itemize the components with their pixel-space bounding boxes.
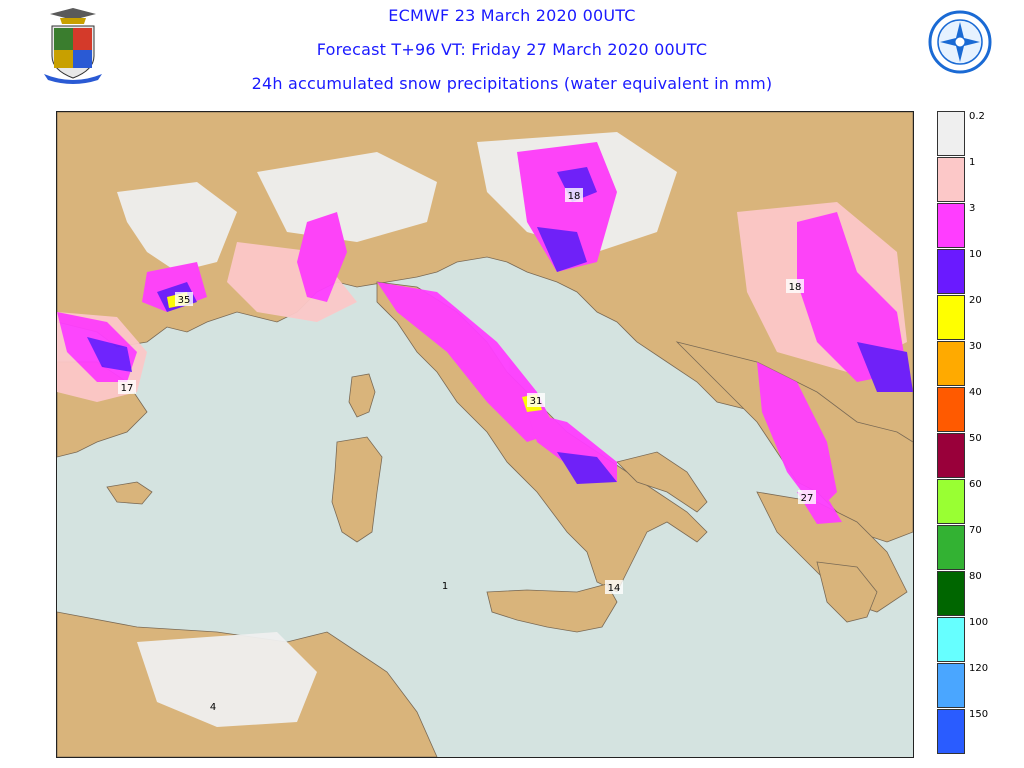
map-value-18-east: 18 (789, 282, 802, 293)
legend-swatch-0 (937, 111, 965, 156)
title-run-date: ECMWF 23 March 2020 00UTC (388, 6, 636, 25)
legend-swatch-4 (937, 295, 965, 340)
legend-label-13: 150 (969, 709, 989, 720)
legend-label-7: 50 (969, 433, 982, 444)
legend-label-0: 0.2 (969, 111, 985, 122)
title-product-description: 24h accumulated snow precipitations (wat… (251, 74, 773, 93)
snow-fields-layer (57, 132, 913, 727)
legend-label-9: 70 (969, 525, 982, 536)
legend-swatch-12 (937, 663, 965, 708)
title-forecast-valid-time: Forecast T+96 VT: Friday 27 March 2020 0… (316, 40, 708, 59)
map-value-17: 17 (121, 383, 134, 394)
meteorological-service-seal-icon (928, 10, 992, 74)
map-values: 35 17 18 18 31 27 14 1 4 (118, 188, 816, 713)
map-value-4: 4 (210, 702, 216, 713)
legend-swatch-10 (937, 571, 965, 616)
legend-swatch-3 (937, 249, 965, 294)
legend-label-1: 1 (969, 157, 976, 168)
legend-label-6: 40 (969, 387, 982, 398)
legend-label-3: 10 (969, 249, 982, 260)
legend-label-8: 60 (969, 479, 982, 490)
map-value-18-north: 18 (568, 191, 581, 202)
map-value-35: 35 (178, 295, 191, 306)
legend-swatch-1 (937, 157, 965, 202)
map-value-31: 31 (530, 396, 543, 407)
legend-swatch-13 (937, 709, 965, 754)
snow-precipitation-map: 35 17 18 18 31 27 14 1 4 (56, 111, 914, 758)
legend-swatch-8 (937, 479, 965, 524)
legend-swatch-9 (937, 525, 965, 570)
legend-swatch-7 (937, 433, 965, 478)
map-value-27: 27 (801, 493, 814, 504)
legend-swatch-2 (937, 203, 965, 248)
legend-swatch-6 (937, 387, 965, 432)
legend-label-2: 3 (969, 203, 976, 214)
map-value-1: 1 (442, 581, 448, 592)
legend-label-10: 80 (969, 571, 982, 582)
legend-swatch-5 (937, 341, 965, 386)
legend-label-4: 20 (969, 295, 982, 306)
legend-label-5: 30 (969, 341, 982, 352)
legend-label-11: 100 (969, 617, 989, 628)
legend-label-12: 120 (969, 663, 989, 674)
map-value-14: 14 (608, 583, 621, 594)
italian-air-force-crest-icon (44, 8, 102, 84)
legend-swatch-11 (937, 617, 965, 662)
